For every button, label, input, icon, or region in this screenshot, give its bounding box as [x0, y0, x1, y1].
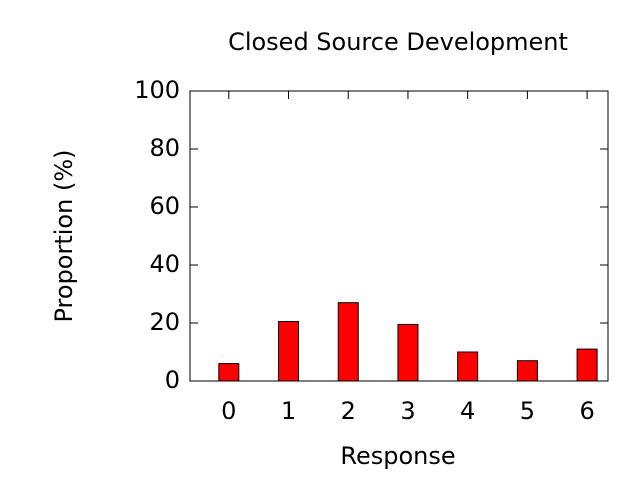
y-tick-label: 0: [165, 366, 180, 394]
bar: [576, 348, 598, 382]
x-axis-label: Response: [340, 442, 455, 470]
x-tick-label: 0: [221, 397, 236, 425]
x-tick-label: 1: [281, 397, 296, 425]
y-tick-label: 40: [149, 250, 180, 278]
y-tick-label: 100: [134, 76, 180, 104]
x-tick-label: 6: [579, 397, 594, 425]
y-tick-label: 60: [149, 192, 180, 220]
x-tick-label: 2: [341, 397, 356, 425]
chart-title: Closed Source Development: [228, 28, 568, 56]
bar: [337, 302, 359, 382]
bar: [457, 351, 479, 382]
y-tick-label: 20: [149, 308, 180, 336]
bar: [516, 360, 538, 382]
y-tick-label: 80: [149, 134, 180, 162]
x-tick-label: 4: [460, 397, 475, 425]
y-axis-label: Proportion (%): [50, 150, 78, 323]
x-tick-label: 5: [520, 397, 535, 425]
bar: [397, 323, 419, 382]
bar: [218, 363, 240, 382]
bar: [278, 321, 300, 382]
x-tick-label: 3: [400, 397, 415, 425]
